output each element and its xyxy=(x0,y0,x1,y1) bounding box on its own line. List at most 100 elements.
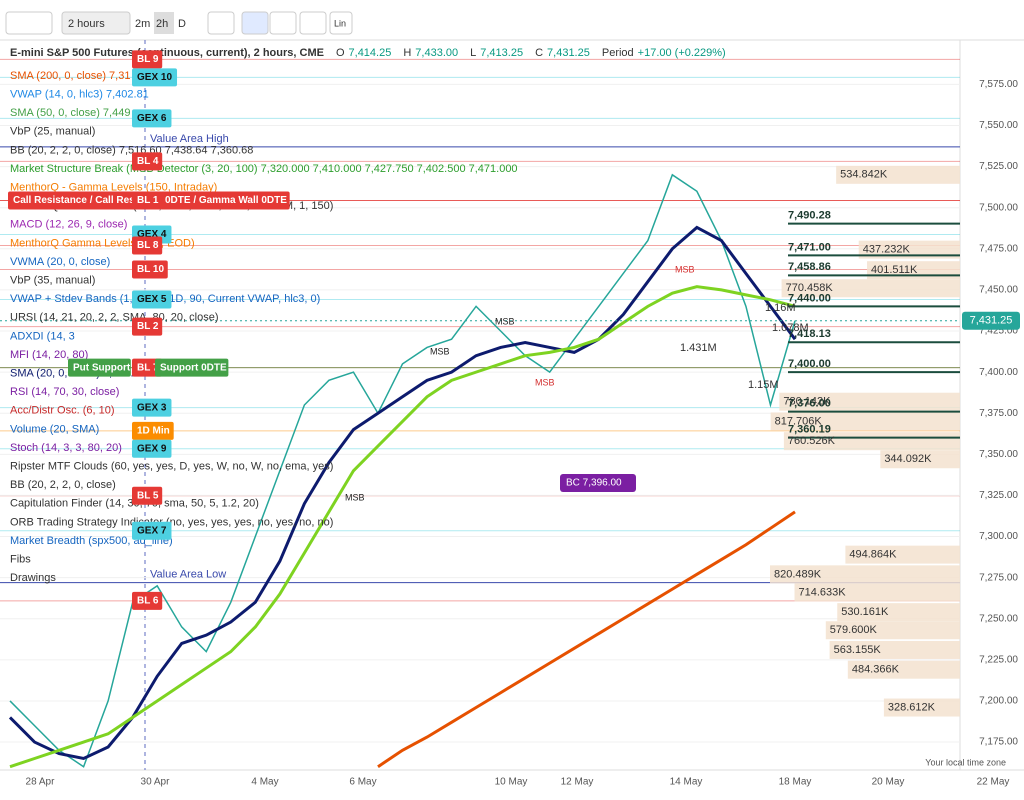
indicator-legend: MenthorQ - Gamma Levels (150, Intraday) xyxy=(10,182,217,194)
x-tick-label: 6 May xyxy=(349,777,376,788)
volume-profile-bar xyxy=(883,698,960,717)
timezone-label: Your local time zone xyxy=(925,757,1006,767)
interval-text: 2 hours xyxy=(68,18,105,30)
indicator-legend: Fibs xyxy=(10,554,31,566)
crosshair-button[interactable] xyxy=(299,11,327,35)
x-tick-label: 20 May xyxy=(872,777,905,788)
background-layer xyxy=(0,58,960,769)
indicator-legend: ORB Trading Strategy Indicator (no, yes,… xyxy=(10,516,333,528)
level-tag xyxy=(132,421,174,440)
volume-profile-bar xyxy=(770,412,960,431)
indicator-legend: Volume (20, SMA) xyxy=(10,423,99,435)
level-label: 7,471.00 xyxy=(788,241,831,253)
level-tag xyxy=(132,317,163,336)
level-label: 7,490.28 xyxy=(788,210,831,222)
indicator-legend: URSI (14, 21, 20, 2, 2, SMA, 80, 20, clo… xyxy=(10,312,219,324)
clock-button[interactable] xyxy=(269,11,297,35)
volume-profile-label: 494.864K xyxy=(849,549,897,561)
level-tag xyxy=(132,68,178,87)
volume-profile-label: 820.489K xyxy=(774,568,822,580)
x-tick-label: 22 May xyxy=(977,777,1010,788)
value-area-label: Value Area High xyxy=(150,133,229,145)
y-tick-label: 7,200.00 xyxy=(979,696,1018,707)
btn-2m[interactable] xyxy=(134,12,154,34)
level-tag xyxy=(132,486,163,505)
tag-text: BL 7 xyxy=(137,362,159,373)
level-tag xyxy=(132,398,172,417)
ohlc-key: O xyxy=(336,47,345,59)
volume-profile-bar xyxy=(847,660,960,679)
foreground-layer: E-mini S&P 500 Futures (continuous, curr… xyxy=(0,47,1020,788)
tag-text: BL 10 xyxy=(137,264,164,275)
volume-profile-bar xyxy=(779,392,960,411)
y-tick-label: 7,575.00 xyxy=(979,79,1018,90)
volume-profile-label: 579.600K xyxy=(830,624,878,636)
tag-text: BL 1 xyxy=(137,195,159,206)
y-tick-label: 7,525.00 xyxy=(979,161,1018,172)
scale-button[interactable] xyxy=(329,11,353,35)
level-tag xyxy=(132,358,163,377)
volume-profile-bar xyxy=(837,603,960,622)
level-tag xyxy=(132,109,172,128)
indicator-legend: Acc/Distr Osc. (6, 10) xyxy=(10,405,115,417)
btn-d-text[interactable]: D xyxy=(178,18,186,30)
tag-text: Put Support xyxy=(73,362,131,373)
tag-text: GEX 7 xyxy=(137,525,167,536)
tag-text: GEX 5 xyxy=(137,294,167,305)
level-tag xyxy=(132,236,163,255)
volume-profile-label: 563.155K xyxy=(834,644,882,656)
x-tick-label: 12 May xyxy=(561,777,594,788)
volume-profile-label: 401.511K xyxy=(871,264,918,276)
header-title: E-mini S&P 500 Futures (continuous, curr… xyxy=(10,47,324,59)
tag-text: BL 5 xyxy=(137,490,159,501)
level-tag xyxy=(132,260,168,279)
y-tick-label: 7,450.00 xyxy=(979,285,1018,296)
tag-text: GEX 4 xyxy=(137,229,167,240)
ohlc-value: 7,413.25 xyxy=(480,47,523,59)
bc-tag xyxy=(560,474,636,492)
volume-label: 1.16M xyxy=(765,302,796,314)
volume-profile-bar xyxy=(880,450,960,469)
msb-label: MSB xyxy=(430,346,450,356)
indicator-legend: RSI (14, 70, 30, close) xyxy=(10,386,119,398)
volume-profile-label: 530.161K xyxy=(841,606,889,618)
level-label: 7,376.00 xyxy=(788,397,831,409)
y-tick-label: 7,300.00 xyxy=(979,531,1018,542)
tag-text: BL 4 xyxy=(137,156,159,167)
indicator-legend: SMA (200, 0, close) 7,31 xyxy=(10,70,130,82)
msb-label: MSB xyxy=(345,492,365,502)
ohlc-key: C xyxy=(535,47,543,59)
indicator-legend: SMA (50, 0, close) 7,449 xyxy=(10,107,130,119)
btn-2m-text: 2m xyxy=(135,18,150,30)
volume-profile-bar xyxy=(845,545,960,564)
indicator-legend: ADXDI (14, 3 xyxy=(10,330,75,342)
msb-label: MSB xyxy=(495,316,515,326)
indicator-legend: BB (20, 2, 2, 0, close) 7,516.60 7,438.6… xyxy=(10,144,253,156)
x-tick-label: 4 May xyxy=(251,777,278,788)
y-tick-label: 7,500.00 xyxy=(979,202,1018,213)
ohlc-value: 7,433.00 xyxy=(415,47,458,59)
tag-text: GEX 9 xyxy=(137,443,167,454)
x-tick-label: 30 Apr xyxy=(141,777,171,788)
y-tick-label: 7,425.00 xyxy=(979,326,1018,337)
indicator-legend: MACD (12, 26, 9, close) xyxy=(10,219,127,231)
level-tag xyxy=(132,50,163,69)
volume-profile-label: 817.706K xyxy=(775,415,823,427)
btn-2h[interactable] xyxy=(154,12,174,34)
volume-label: 1.078M xyxy=(772,322,809,334)
ohlc-key: H xyxy=(403,47,411,59)
tag-text: 1D Min xyxy=(137,425,170,436)
level-label: 7,440.00 xyxy=(788,292,831,304)
interval-dropdown[interactable] xyxy=(61,11,131,35)
scale-text: Lin xyxy=(334,18,346,28)
volume-profile-label: 714.633K xyxy=(799,586,847,598)
y-tick-label: 7,400.00 xyxy=(979,367,1018,378)
replay-button[interactable] xyxy=(241,11,269,35)
volume-profile-bar xyxy=(770,565,960,584)
tag-text: Call Resistance / Call Resis xyxy=(13,195,144,206)
symbol-button[interactable] xyxy=(5,11,53,35)
tag-text: GEX 3 xyxy=(137,402,167,413)
indicator-legend: VWAP (14, 0, hlc3) 7,402.81 xyxy=(10,89,149,101)
volume-profile-label: 534.842K xyxy=(840,169,888,181)
settings-button[interactable] xyxy=(207,11,235,35)
